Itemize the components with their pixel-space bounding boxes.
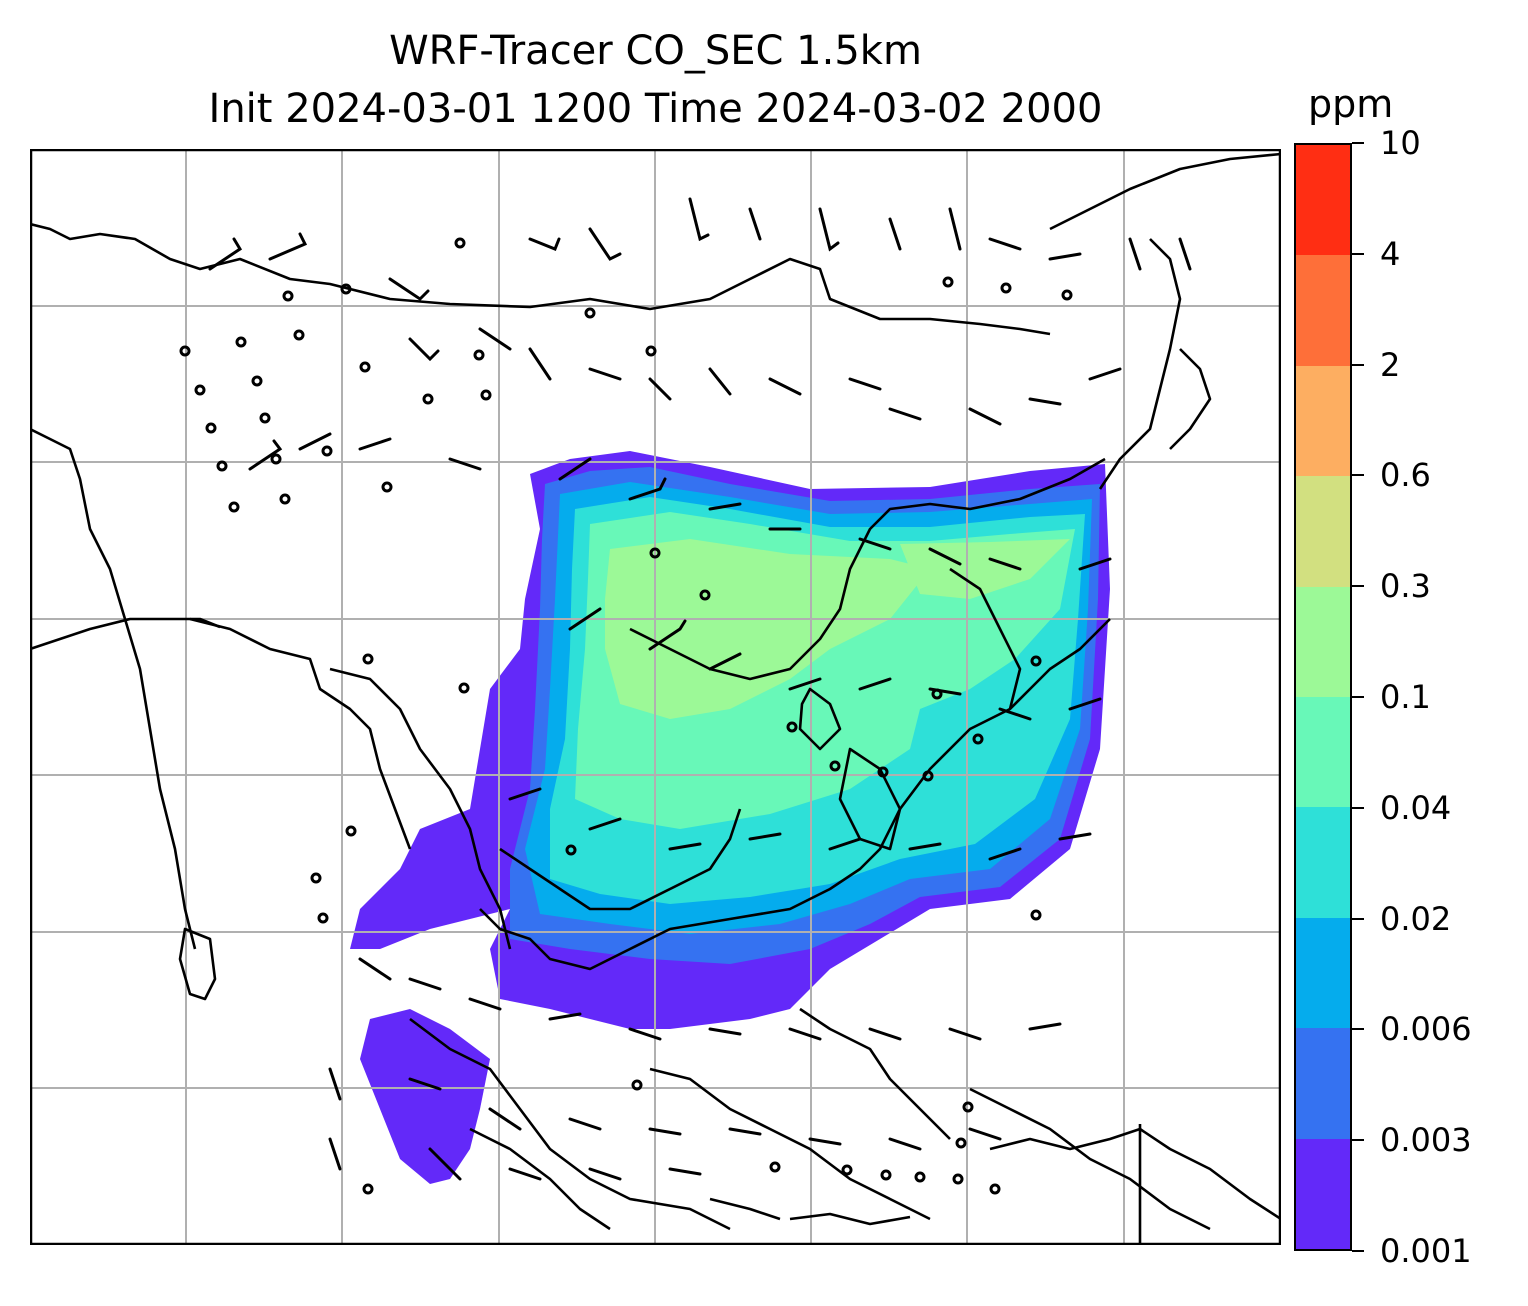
colorbar-tick-label: 0.6 <box>1380 456 1431 495</box>
colorbar-tick-label: 0.003 <box>1380 1121 1472 1160</box>
colorbar-tick-label: 0.1 <box>1380 678 1431 716</box>
colorbar-segment <box>1296 144 1350 256</box>
colorbar-tick-label: 4 <box>1380 234 1401 273</box>
colorbar <box>1294 143 1352 1251</box>
calm-wind-markers <box>179 237 1073 1195</box>
colorbar-tick-label: 0.04 <box>1380 788 1452 827</box>
colorbar-unit: ppm <box>1308 82 1394 126</box>
colorbar-segment <box>1296 365 1350 477</box>
colorbar-tick <box>1352 142 1364 144</box>
colorbar-segment <box>1296 475 1350 587</box>
map-plot <box>30 149 1281 1245</box>
colorbar-segment <box>1296 917 1350 1029</box>
colorbar-tick <box>1352 585 1364 588</box>
colorbar-tick-label: 0.001 <box>1380 1232 1472 1270</box>
colorbar-tick-label: 0.3 <box>1380 567 1431 606</box>
colorbar-tick-label: 2 <box>1380 345 1401 384</box>
colorbar-tick <box>1352 1139 1364 1142</box>
colorbar-tick <box>1352 806 1364 809</box>
colorbar-segment <box>1296 1027 1350 1139</box>
colorbar-tick <box>1352 363 1364 366</box>
colorbar-tick <box>1352 252 1364 255</box>
plot-title: WRF-Tracer CO_SEC 1.5km <box>389 28 922 74</box>
colorbar-segment <box>1296 586 1350 697</box>
colorbar-tick <box>1352 1028 1364 1031</box>
colorbar-segment <box>1296 806 1350 918</box>
colorbar-segment <box>1296 696 1350 808</box>
colorbar-tick-label: 0.006 <box>1380 1010 1472 1049</box>
coastlines <box>30 152 1281 1245</box>
colorbar-tick-label: 10 <box>1380 124 1421 162</box>
colorbar-tick <box>1352 917 1364 920</box>
colorbar-segment <box>1296 1138 1350 1249</box>
plot-subtitle: Init 2024-03-01 1200 Time 2024-03-02 200… <box>208 86 1103 132</box>
wind-barbs <box>208 197 1192 1181</box>
colorbar-segment <box>1296 254 1350 366</box>
colorbar-tick-label: 0.02 <box>1380 899 1452 938</box>
colorbar-tick <box>1352 474 1364 477</box>
map-gridlines <box>30 149 1281 1245</box>
tracer-field <box>350 451 1110 1184</box>
colorbar-tick <box>1352 696 1364 698</box>
colorbar-tick <box>1352 1250 1364 1252</box>
